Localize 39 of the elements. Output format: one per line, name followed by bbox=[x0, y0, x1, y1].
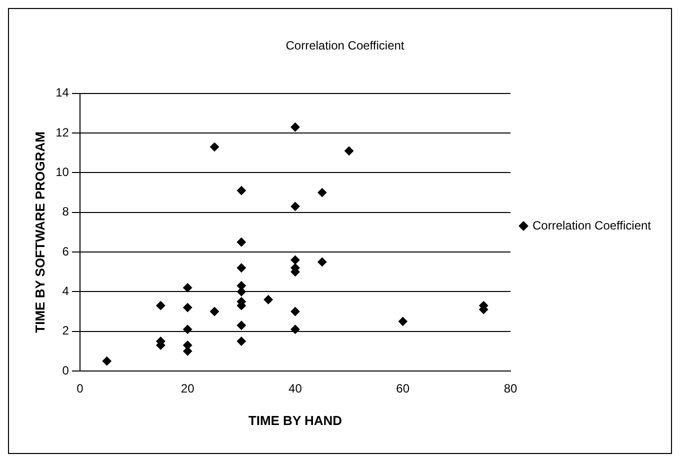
legend-label: Correlation Coefficient bbox=[532, 218, 652, 232]
x-tick-label: 20 bbox=[180, 382, 195, 396]
y-tick-label: 12 bbox=[56, 125, 70, 140]
point bbox=[344, 146, 354, 156]
point bbox=[290, 307, 300, 316]
y-tick-label: 0 bbox=[62, 363, 70, 378]
x-tick-label: 0 bbox=[76, 382, 84, 396]
x-axis-title: TIME BY HAND bbox=[248, 412, 342, 428]
x-tick-label: 80 bbox=[504, 382, 518, 396]
point bbox=[398, 316, 408, 326]
point bbox=[290, 202, 300, 211]
point bbox=[236, 186, 246, 196]
x-tick-label: 60 bbox=[396, 382, 410, 396]
point bbox=[236, 320, 246, 330]
point bbox=[236, 336, 246, 346]
point bbox=[183, 283, 192, 292]
point bbox=[236, 263, 246, 272]
point bbox=[264, 295, 273, 304]
y-tick-label: 4 bbox=[62, 284, 70, 298]
point bbox=[290, 324, 300, 334]
point bbox=[183, 324, 192, 334]
point bbox=[318, 257, 327, 266]
point bbox=[236, 238, 246, 247]
point bbox=[183, 303, 192, 312]
y-tick-label: 8 bbox=[62, 204, 70, 219]
y-tick-label: 10 bbox=[56, 165, 70, 180]
y-axis-title: TIME BY SOFTWARE PROGRAM bbox=[32, 132, 48, 333]
point bbox=[290, 122, 300, 132]
y-tick-label: 14 bbox=[56, 86, 70, 100]
chart-title: Correlation Coefficient bbox=[286, 38, 405, 53]
y-tick-label: 2 bbox=[62, 324, 70, 338]
y-tick-label: 6 bbox=[62, 244, 70, 258]
point bbox=[156, 301, 166, 310]
point bbox=[290, 255, 300, 264]
point bbox=[318, 188, 327, 198]
point bbox=[102, 356, 112, 366]
point bbox=[210, 142, 219, 152]
x-tick-label: 40 bbox=[288, 382, 302, 396]
point bbox=[210, 307, 219, 316]
